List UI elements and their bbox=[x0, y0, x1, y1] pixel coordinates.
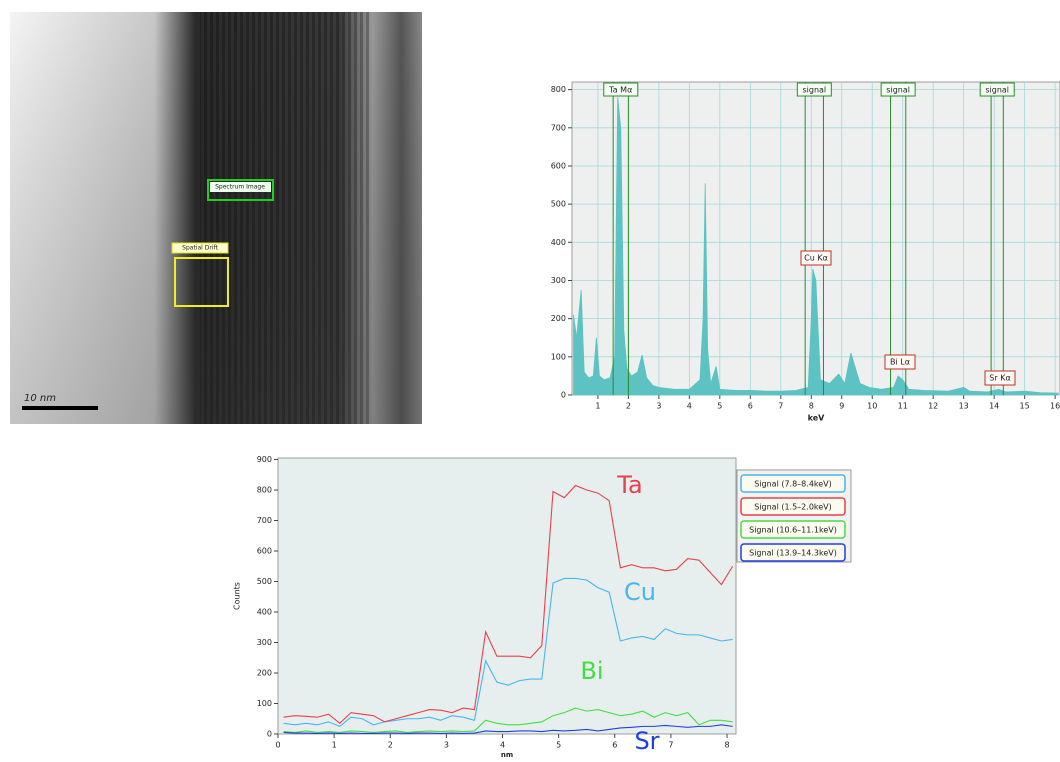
window-label-box bbox=[880, 82, 916, 97]
legend-label: Signal (10.6–11.1keV) bbox=[749, 526, 837, 535]
x-tick-label: 6 bbox=[612, 741, 617, 750]
x-tick-label: 11 bbox=[898, 402, 908, 411]
peak-label-box bbox=[800, 250, 832, 266]
window-label-box bbox=[603, 82, 639, 97]
legend-entry-box bbox=[740, 520, 846, 539]
x-axis-label: nm bbox=[501, 751, 513, 758]
x-tick-label: 0 bbox=[275, 741, 280, 750]
peak-label-box bbox=[884, 354, 916, 370]
y-tick-label: 300 bbox=[257, 638, 272, 647]
window-label: Ta Mα bbox=[608, 86, 632, 95]
y-tick-label: 300 bbox=[551, 276, 566, 285]
region-label: Spectrum Image bbox=[215, 184, 265, 191]
x-tick-label: 2 bbox=[626, 402, 631, 411]
x-tick-label: 2 bbox=[388, 741, 393, 750]
legend-entry-box bbox=[740, 543, 846, 562]
legend-label: Signal (7.8–8.4keV) bbox=[754, 480, 832, 489]
x-tick-label: 15 bbox=[1020, 402, 1030, 411]
scale-bar-label: 10 nm bbox=[24, 393, 56, 404]
annotation: Bi bbox=[580, 657, 603, 685]
x-axis-label: keV bbox=[808, 414, 826, 423]
peak-label-box bbox=[984, 370, 1016, 386]
annotation: Sr bbox=[634, 727, 659, 755]
y-tick-label: 500 bbox=[551, 200, 566, 209]
y-tick-label: 500 bbox=[257, 577, 272, 586]
y-tick-label: 0 bbox=[561, 391, 566, 400]
legend-entry-box bbox=[740, 497, 846, 516]
x-tick-label: 3 bbox=[656, 402, 661, 411]
window-label: signal bbox=[886, 86, 910, 95]
x-tick-label: 10 bbox=[867, 402, 877, 411]
x-tick-label: 5 bbox=[556, 741, 561, 750]
peak-label: Sr Kα bbox=[989, 374, 1010, 383]
legend-label: Signal (13.9–14.3keV) bbox=[749, 549, 837, 558]
annotation: Cu bbox=[624, 578, 656, 606]
x-tick-label: 7 bbox=[778, 402, 783, 411]
series-line bbox=[283, 577, 733, 728]
y-tick-label: 900 bbox=[257, 455, 272, 464]
plot-area bbox=[277, 457, 737, 735]
x-tick-label: 5 bbox=[717, 402, 722, 411]
y-tick-label: 200 bbox=[257, 669, 272, 678]
y-axis-label: Counts bbox=[233, 582, 242, 610]
peak-label: Cu Kα bbox=[804, 254, 828, 263]
window-label-box bbox=[979, 82, 1015, 97]
series-line bbox=[283, 724, 733, 734]
y-tick-label: 800 bbox=[257, 486, 272, 495]
y-tick-label: 600 bbox=[257, 547, 272, 556]
x-tick-label: 12 bbox=[928, 402, 938, 411]
window-label: signal bbox=[985, 86, 1009, 95]
x-tick-label: 1 bbox=[595, 402, 600, 411]
x-tick-label: 14 bbox=[989, 402, 999, 411]
region-label: Spatial Drift bbox=[182, 245, 218, 252]
x-tick-label: 8 bbox=[724, 741, 729, 750]
annotation: Ta bbox=[616, 471, 642, 499]
y-tick-label: 100 bbox=[551, 352, 566, 361]
x-tick-label: 16 bbox=[1050, 402, 1060, 411]
series-line bbox=[283, 707, 733, 734]
x-tick-label: 7 bbox=[668, 741, 673, 750]
y-tick-label: 400 bbox=[551, 238, 566, 247]
legend-entry-box bbox=[740, 474, 846, 493]
window-label: signal bbox=[802, 86, 826, 95]
x-tick-label: 13 bbox=[959, 402, 969, 411]
x-tick-label: 1 bbox=[332, 741, 337, 750]
y-tick-label: 200 bbox=[551, 314, 566, 323]
x-tick-label: 6 bbox=[748, 402, 753, 411]
legend-label: Signal (1.5–2.0keV) bbox=[754, 503, 832, 512]
y-tick-label: 800 bbox=[551, 85, 566, 94]
y-tick-label: 100 bbox=[257, 699, 272, 708]
x-tick-label: 4 bbox=[687, 402, 692, 411]
peak-label: Bi Lα bbox=[890, 358, 910, 367]
y-tick-label: 400 bbox=[257, 608, 272, 617]
y-tick-label: 600 bbox=[551, 161, 566, 170]
y-tick-label: 0 bbox=[267, 730, 272, 739]
series-line bbox=[283, 484, 734, 725]
y-tick-label: 700 bbox=[257, 516, 272, 525]
x-tick-label: 4 bbox=[500, 741, 505, 750]
window-label-box bbox=[796, 82, 832, 97]
x-tick-label: 3 bbox=[444, 741, 449, 750]
x-tick-label: 9 bbox=[839, 402, 844, 411]
y-tick-label: 700 bbox=[551, 123, 566, 132]
x-tick-label: 8 bbox=[809, 402, 814, 411]
tem-image: Spectrum Image Spatial Drift 10 nm bbox=[10, 12, 422, 424]
